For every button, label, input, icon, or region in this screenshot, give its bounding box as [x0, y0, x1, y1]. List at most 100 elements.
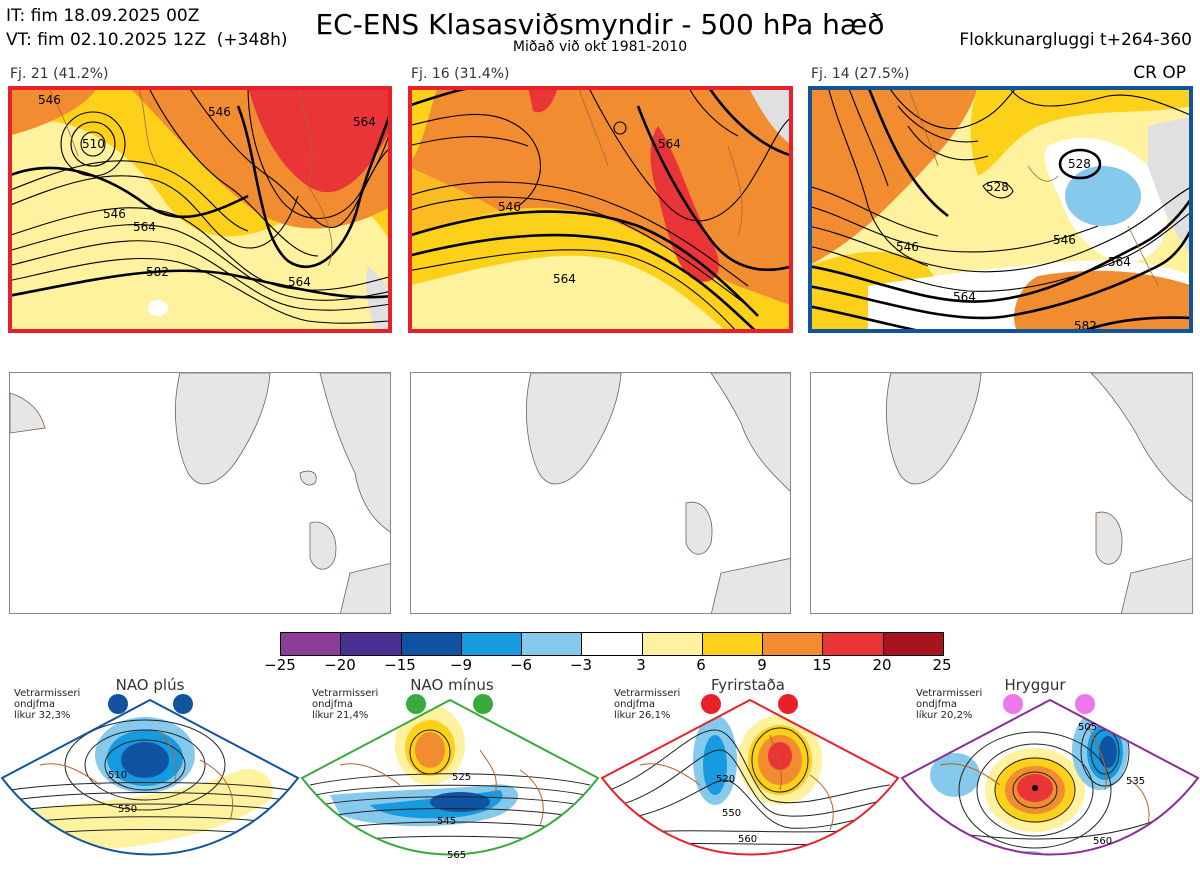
colorbar-segment: [281, 633, 342, 655]
colorbar-segment: [582, 633, 643, 655]
colorbar-segment: [461, 633, 523, 655]
contour-label: 525: [452, 772, 471, 783]
contour-label: 564: [1108, 255, 1131, 269]
colorbar-tick: 20: [872, 656, 892, 674]
contour-label: 582: [146, 265, 169, 279]
regime-4-marker: [1075, 694, 1095, 714]
valid-time: VT: fim 02.10.2025 12Z (+348h): [6, 30, 288, 50]
cluster-2-border: [408, 86, 793, 333]
colorbar-segment: [702, 633, 764, 655]
regime-note-line: ondjfma: [916, 699, 957, 710]
regime-4-marker: [1003, 694, 1023, 714]
contour-label: 564: [353, 115, 376, 129]
contour-label: 546: [498, 200, 521, 214]
regime-2-note: Vetrarmisseri ondjfma líkur 21,4%: [312, 688, 378, 721]
regime-2-map: 525 545 565: [300, 690, 600, 871]
regime-2-marker: [473, 694, 493, 714]
regime-3-marker: [701, 694, 721, 714]
regime-note-line: Vetrarmisseri: [916, 688, 983, 699]
colorbar-tick: −25: [264, 656, 296, 674]
colorbar-tick: −20: [324, 656, 356, 674]
initial-time: IT: fim 18.09.2025 00Z: [6, 6, 200, 26]
contour-label: 528: [986, 180, 1009, 194]
colorbar-tick: 3: [636, 656, 646, 674]
regime-1-title: NAO plús: [115, 676, 185, 694]
contour-label: 560: [1093, 836, 1112, 847]
regime-1-marker: [108, 694, 128, 714]
land-map-3: [810, 372, 1193, 614]
regime-3-marker: [778, 694, 798, 714]
cluster-3-border: [808, 86, 1193, 333]
colorbar-tick: −3: [569, 656, 593, 674]
regime-note-line: Vetrarmisseri: [14, 688, 81, 699]
contour-label: 546: [103, 207, 126, 221]
contour-label: 546: [208, 105, 231, 119]
regime-note-line: ondjfma: [312, 699, 353, 710]
cluster-2-map: 546 564 564: [408, 86, 793, 333]
regime-4-note: Vetrarmisseri ondjfma líkur 20,2%: [916, 688, 982, 721]
regime-note-line: ondjfma: [14, 699, 55, 710]
regime-2-marker: [406, 694, 426, 714]
page-subtitle: Miðað við okt 1981-2010: [512, 39, 688, 55]
contour-label: 565: [447, 850, 466, 861]
contour-label: 510: [108, 770, 127, 781]
colorbar-segment: [642, 633, 703, 655]
colorbar-segment: [401, 633, 462, 655]
colorbar-tick: 6: [696, 656, 706, 674]
contour-label: 560: [738, 834, 757, 845]
colorbar-segment: [522, 633, 583, 655]
regime-note-line: líkur 32,3%: [14, 710, 71, 721]
colorbar-tick: −9: [449, 656, 473, 674]
regime-4-map: 505 535 560: [900, 690, 1200, 871]
classification-window: Flokkunargluggi t+264-360: [959, 30, 1192, 50]
cr-op-label: CR OP: [1133, 63, 1186, 83]
colorbar-tick: 9: [757, 656, 767, 674]
contour-label: 546: [896, 240, 919, 254]
contour-label: 528: [1068, 157, 1091, 171]
regime-note-line: Vetrarmisseri: [312, 688, 379, 699]
contour-label: 546: [38, 93, 61, 107]
contour-label: 564: [288, 275, 311, 289]
colorbar-segment: [341, 633, 402, 655]
colorbar-segment: [823, 633, 884, 655]
colorbar-segment: [883, 633, 943, 655]
cluster-1-border: [8, 86, 392, 333]
land-map-1: [9, 372, 391, 614]
contour-label: 510: [82, 137, 105, 151]
contour-label: 564: [553, 272, 576, 286]
regime-4-title: Hryggur: [1004, 676, 1066, 694]
cluster-2-label: Fj. 16 (31.4%): [411, 66, 510, 82]
regime-3-note: Vetrarmisseri ondjfma líkur 26,1%: [614, 688, 680, 721]
contour-label: 545: [437, 816, 456, 827]
contour-label: 564: [953, 290, 976, 304]
land-map-2: [410, 372, 791, 614]
regime-note-line: líkur 20,2%: [916, 710, 973, 721]
colorbar-segment: [763, 633, 824, 655]
header-times: IT: fim 18.09.2025 00Z VT: fim 02.10.202…: [6, 4, 288, 52]
colorbar-tick: −15: [384, 656, 416, 674]
cluster-3-label: Fj. 14 (27.5%): [811, 66, 910, 82]
regime-note-line: líkur 21,4%: [312, 710, 369, 721]
contour-label: 564: [658, 137, 681, 151]
contour-label: 505: [1078, 722, 1097, 733]
regime-1-marker: [173, 694, 193, 714]
regime-2-title: NAO mínus: [410, 676, 494, 694]
cluster-1-map: 546 510 546 564 582 546 564 564: [8, 86, 392, 333]
cluster-1-label: Fj. 21 (41.2%): [10, 66, 109, 82]
contour-label: 535: [1126, 776, 1145, 787]
colorbar-tick: 15: [812, 656, 832, 674]
contour-label: 550: [118, 804, 137, 815]
colorbar-tick: 25: [932, 656, 952, 674]
contour-label: 546: [1053, 233, 1076, 247]
contour-label: 550: [722, 808, 741, 819]
regime-note-line: líkur 26,1%: [614, 710, 671, 721]
regime-note-line: Vetrarmisseri: [614, 688, 681, 699]
colorbar: [280, 632, 944, 656]
regime-3-map: 520 550 560: [600, 690, 900, 871]
page-title: EC-ENS Klasasviðsmyndir - 500 hPa hæð: [315, 8, 885, 41]
contour-label: 564: [133, 220, 156, 234]
contour-label: 520: [716, 774, 735, 785]
regime-1-note: Vetrarmisseri ondjfma líkur 32,3%: [14, 688, 80, 721]
colorbar-tick: −6: [509, 656, 533, 674]
regime-3-title: Fyrirstaða: [711, 676, 785, 694]
